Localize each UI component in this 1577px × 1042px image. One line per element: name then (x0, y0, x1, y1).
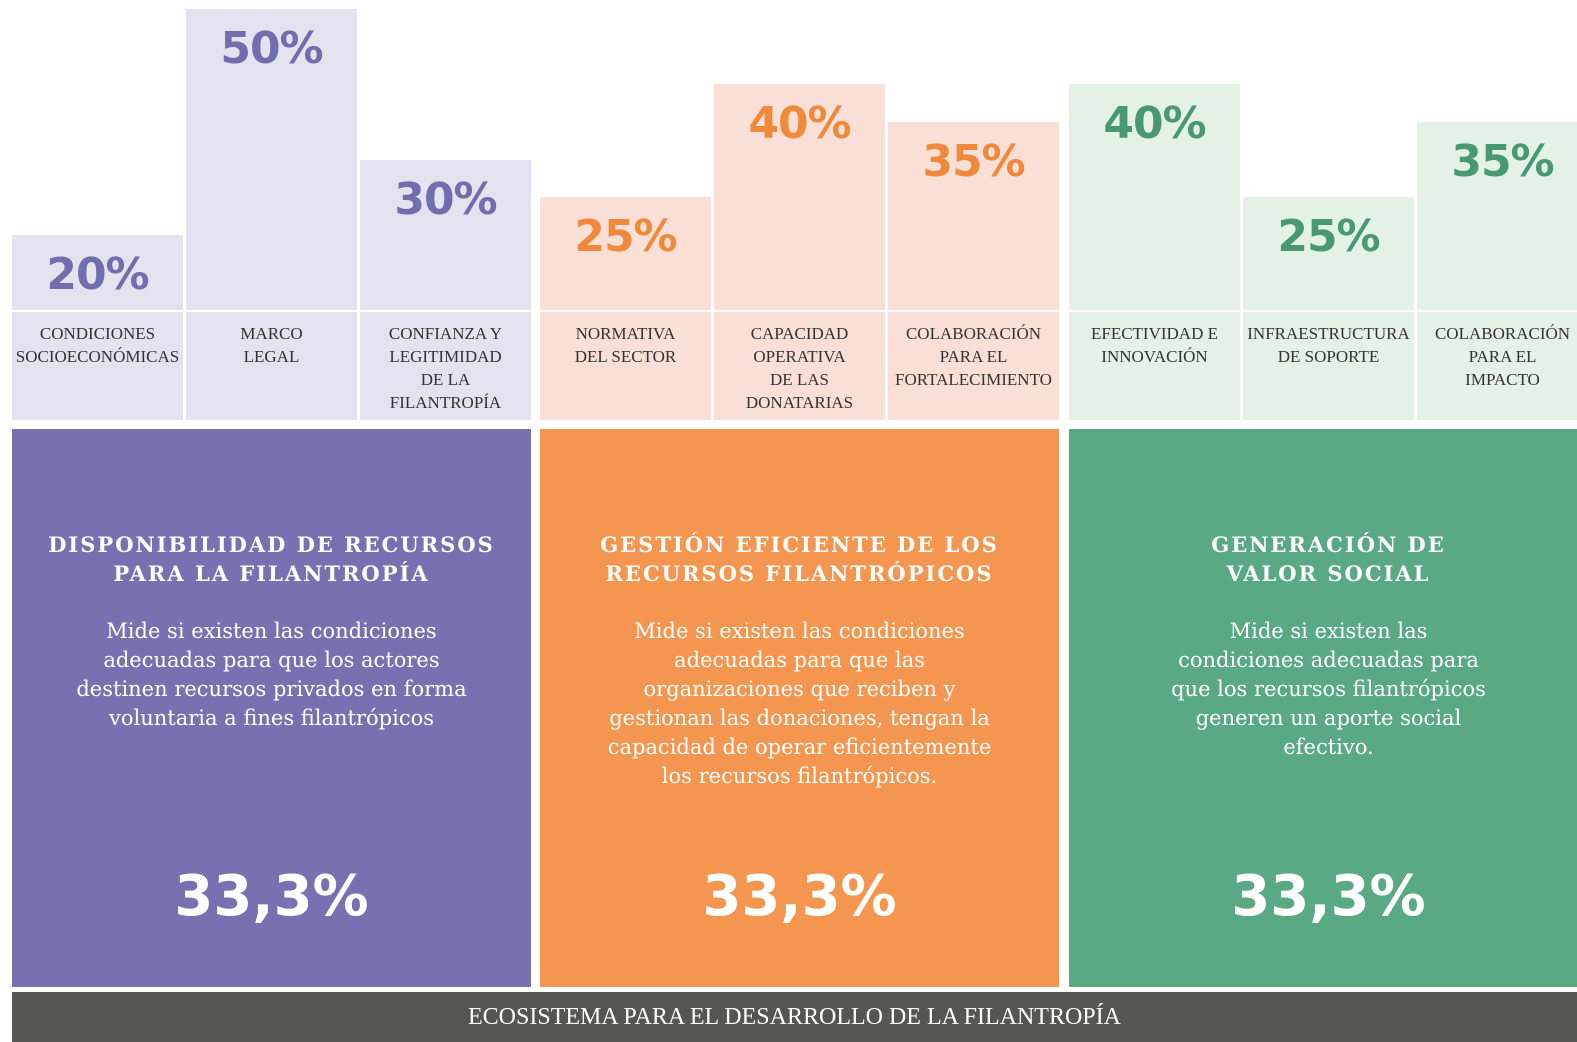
bar (888, 121, 1059, 310)
value-label: 25% (574, 211, 677, 263)
category-label: EFECTIVIDAD E INNOVACIÓN (1069, 312, 1240, 420)
value-label: 40% (748, 98, 851, 150)
value-label: 50% (220, 23, 323, 74)
bar (1243, 197, 1414, 310)
value-label: 40% (1103, 98, 1206, 150)
group-description: Mide si existen las condiciones adecuada… (607, 619, 992, 788)
category-label: CONDICIONES SOCIOECONÓMICAS (12, 312, 183, 420)
group-panel (540, 429, 1059, 987)
category-label: COLABORACIÓN PARA EL IMPACTO (1417, 312, 1577, 420)
group-weight: 33,3% (174, 864, 369, 929)
category-label: CONFIANZA Y LEGITIMIDAD DE LA FILANTROPÍ… (360, 312, 531, 420)
footer: ECOSISTEMA PARA EL DESARROLLO DE LA FILA… (12, 992, 1577, 1042)
category-label: COLABORACIÓN PARA EL FORTALECIMIENTO (888, 312, 1059, 420)
group-panel (12, 429, 531, 987)
bar (360, 159, 531, 310)
group-title: GESTIÓN EFICIENTE DE LOS RECURSOS FILANT… (600, 532, 999, 586)
category-label: CAPACIDAD OPERATIVA DE LAS DONATARIAS (714, 312, 885, 420)
bar (1069, 84, 1240, 310)
value-label: 35% (922, 135, 1025, 187)
group-weight: 33,3% (702, 864, 897, 929)
bar (714, 84, 885, 310)
value-label: 25% (1277, 211, 1380, 263)
group-description: Mide si existen las condiciones adecuada… (1171, 619, 1486, 759)
group-description: Mide si existen las condiciones adecuada… (76, 619, 467, 730)
bar (1417, 121, 1577, 310)
group-title: DISPONIBILIDAD DE RECURSOS PARA LA FILAN… (48, 532, 495, 586)
value-label: 20% (46, 248, 149, 300)
category-label: MARCO LEGAL (186, 312, 357, 420)
value-label: 30% (394, 173, 497, 225)
category-label: NORMATIVA DEL SECTOR (540, 312, 711, 420)
value-label: 35% (1451, 135, 1554, 187)
group-panel (1069, 429, 1577, 987)
category-label: INFRAESTRUCTURA DE SOPORTE (1243, 312, 1414, 420)
bar (540, 197, 711, 310)
group-weight: 33,3% (1231, 864, 1426, 929)
group-title: GENERACIÓN DE VALOR SOCIAL (1211, 532, 1446, 586)
bar (186, 9, 357, 310)
bar (12, 234, 183, 310)
